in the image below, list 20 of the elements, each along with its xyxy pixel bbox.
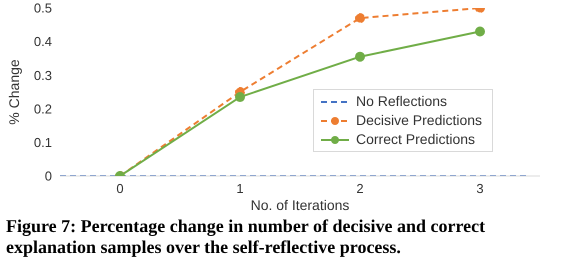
x-axis-title: No. of Iterations [250,197,350,213]
y-tick-label: 0.3 [34,68,52,83]
y-tick-label: 0.1 [34,135,52,150]
caption: Figure 7: Percentage change in number of decisive and correct explanation samples over the self-reflective process. [5,215,486,258]
x-tick-label: 1 [236,181,244,196]
x-tick-label: 2 [356,181,364,196]
x-tick-label: 3 [476,181,484,196]
y-tick-label: 0 [44,168,52,184]
y-axis-title: % Change [6,59,22,125]
point [355,13,365,24]
point [235,92,245,102]
legend-label: Decisive Predictions [356,111,482,130]
y-tick-label: 0.5 [34,0,52,16]
legend-label: No Reflections [356,92,448,111]
y-tick-label: 0.4 [34,34,52,50]
point [475,26,485,37]
point [355,52,365,62]
y-tick-label: 0.2 [34,101,52,116]
legend-label: Correct Predictions [356,130,476,149]
x-tick-label: 0 [116,181,124,196]
